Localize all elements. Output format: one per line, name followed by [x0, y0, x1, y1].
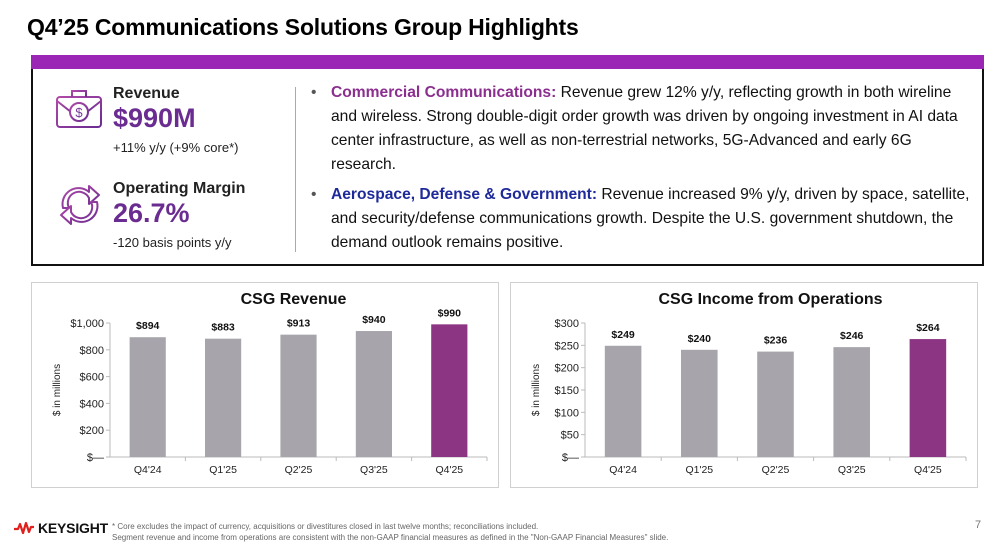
- operating-margin-label: Operating Margin: [113, 180, 246, 197]
- keysight-logo: KEYSIGHT: [13, 520, 108, 536]
- y-tick-label: $150: [555, 385, 579, 397]
- y-tick-label: $—: [562, 452, 579, 464]
- y-tick-label: $100: [555, 407, 579, 419]
- y-tick-label: $800: [80, 345, 104, 357]
- highlights-box: $ Revenue $990M +11% y/y (+9% core*) Ope…: [31, 69, 984, 266]
- x-tick-label: Q3'25: [360, 464, 388, 476]
- money-briefcase-icon: $: [56, 90, 102, 128]
- data-label: $940: [362, 314, 386, 326]
- operating-margin-value: 26.7%: [113, 198, 190, 228]
- data-label: $894: [136, 320, 160, 332]
- data-label: $240: [688, 333, 712, 345]
- data-label: $883: [211, 322, 235, 334]
- bullet-commercial-communications: Commercial Communications: Revenue grew …: [309, 81, 974, 177]
- x-tick-label: Q3'25: [838, 464, 866, 476]
- bullet-text: Revenue increased 9% y/y, driven by spac…: [331, 186, 970, 251]
- data-label: $990: [438, 307, 462, 319]
- bullet-text: Revenue grew 12% y/y, reflecting growth …: [331, 84, 958, 173]
- brand-name: KEYSIGHT: [38, 520, 108, 536]
- x-tick-label: Q2'25: [762, 464, 790, 476]
- chart-svg: CSG Revenue $— $200 $400 $600 $800 $1,000 $ in …: [52, 291, 488, 476]
- revenue-growth: +11% y/y (+9% core*): [113, 140, 239, 155]
- bullet-label: Commercial Communications:: [331, 84, 557, 101]
- footnote: * Core excludes the impact of currency, …: [112, 521, 668, 543]
- bar-Q325: [355, 331, 392, 457]
- bar-Q424: [129, 337, 166, 457]
- data-label: $249: [611, 329, 635, 341]
- y-tick-label: $200: [555, 363, 579, 375]
- highlights-bullets: Commercial Communications: Revenue grew …: [309, 81, 974, 261]
- bullet-aerospace-defense-government: Aerospace, Defense & Government: Revenue…: [309, 183, 974, 255]
- bar-Q325: [833, 347, 870, 457]
- operating-margin-change: -120 basis points y/y: [113, 235, 232, 250]
- accent-band: [31, 55, 984, 69]
- y-tick-label: $200: [80, 425, 104, 437]
- x-tick-label: Q4'24: [134, 464, 162, 476]
- keysight-wave-icon: [14, 521, 34, 535]
- footnote-line-2: Segment revenue and income from operatio…: [112, 533, 669, 542]
- y-tick-label: $1,000: [70, 318, 104, 330]
- y-tick-label: $250: [555, 340, 579, 352]
- bullet-label: Aerospace, Defense & Government:: [331, 186, 598, 203]
- chart-title: CSG Income from Operations: [658, 291, 882, 308]
- y-axis-label: $ in millions: [531, 364, 542, 416]
- x-tick-label: Q4'25: [435, 464, 463, 476]
- x-tick-label: Q1'25: [209, 464, 237, 476]
- bar-Q125: [681, 349, 718, 457]
- y-tick-label: $—: [87, 452, 104, 464]
- y-axis-label: $ in millions: [52, 364, 63, 416]
- bar-Q425: [431, 324, 468, 457]
- revenue-value: $990M: [113, 103, 196, 133]
- bar-Q424: [604, 345, 642, 457]
- y-tick-label: $50: [561, 430, 579, 442]
- data-label: $236: [764, 335, 788, 347]
- data-label: $913: [287, 318, 311, 330]
- data-label: $264: [916, 322, 940, 334]
- chart-svg: CSG Income from Operations $— $50 $100 $150 $…: [531, 291, 967, 476]
- footnote-line-1: * Core excludes the impact of currency, …: [112, 522, 539, 531]
- y-tick-label: $600: [80, 372, 104, 384]
- bar-Q225: [280, 334, 317, 457]
- chart-title: CSG Revenue: [241, 291, 347, 308]
- x-tick-label: Q1'25: [685, 464, 713, 476]
- y-tick-label: $300: [555, 318, 579, 330]
- csg-income-chart: CSG Income from Operations $— $50 $100 $150 $…: [510, 282, 978, 488]
- x-tick-label: Q4'25: [914, 464, 942, 476]
- slide-title: Q4’25 Communications Solutions Group Hig…: [27, 14, 579, 40]
- page-number: 7: [975, 519, 982, 531]
- refresh-arrows-icon: [60, 185, 100, 225]
- data-label: $246: [840, 330, 864, 342]
- revenue-label: Revenue: [113, 85, 180, 102]
- x-tick-label: Q4'24: [609, 464, 637, 476]
- vertical-divider: [295, 87, 296, 252]
- bar-Q225: [757, 351, 794, 457]
- bar-Q125: [205, 338, 242, 457]
- y-tick-label: $400: [80, 398, 104, 410]
- bar-Q425: [909, 339, 947, 457]
- svg-text:$: $: [75, 105, 83, 120]
- csg-revenue-chart: CSG Revenue $— $200 $400 $600 $800 $1,000 $ in …: [31, 282, 499, 488]
- x-tick-label: Q2'25: [285, 464, 313, 476]
